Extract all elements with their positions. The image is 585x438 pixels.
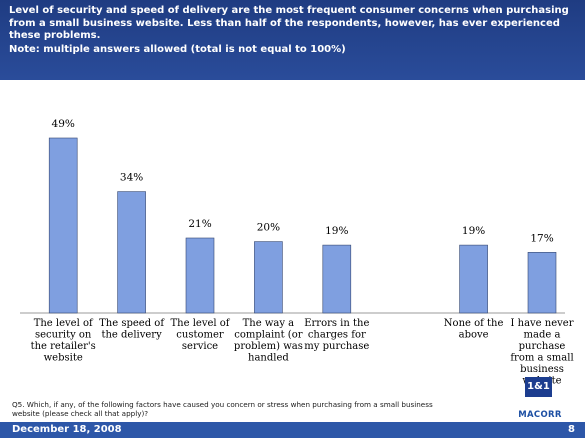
category-label: The speed of the delivery bbox=[99, 318, 165, 341]
question-footnote: Q5. Which, if any, of the following fact… bbox=[12, 400, 433, 418]
data-label: 17% bbox=[530, 232, 553, 244]
category-label: The level of security on the retailer's web… bbox=[31, 318, 96, 364]
bar bbox=[527, 252, 557, 314]
data-label: 21% bbox=[188, 218, 211, 230]
data-label: 19% bbox=[325, 225, 348, 237]
bar bbox=[322, 244, 352, 314]
data-label: 19% bbox=[462, 225, 485, 237]
bar bbox=[185, 237, 215, 314]
footer-bar: December 18, 2008 8 bbox=[0, 422, 585, 438]
category-label: The level of customer service bbox=[171, 318, 231, 352]
category-label: None of the above bbox=[444, 318, 504, 341]
bar bbox=[459, 244, 488, 314]
page-number: 8 bbox=[568, 424, 575, 435]
slide-headline: Level of security and speed of delivery … bbox=[9, 5, 569, 41]
category-label: The way a complaint (or problem) was handle… bbox=[234, 318, 303, 364]
title-banner: Level of security and speed of delivery … bbox=[0, 0, 585, 80]
slide-note: Note: multiple answers allowed (total is… bbox=[9, 44, 346, 55]
one-and-one-logo: 1&1 bbox=[525, 377, 552, 397]
data-label: 34% bbox=[120, 172, 143, 184]
data-label: 20% bbox=[257, 222, 280, 234]
bar bbox=[254, 241, 283, 314]
bar bbox=[48, 137, 78, 314]
category-label: Errors in the charges for my purchase bbox=[304, 318, 369, 352]
data-label: 49% bbox=[52, 118, 75, 130]
footer-date: December 18, 2008 bbox=[12, 424, 122, 435]
macorr-logo: MACORR bbox=[510, 402, 570, 421]
bar-chart: 49% The level of security on the retailer's… bbox=[20, 118, 574, 387]
bar bbox=[117, 191, 146, 314]
macorr-logo-text: MACORR bbox=[518, 410, 562, 420]
